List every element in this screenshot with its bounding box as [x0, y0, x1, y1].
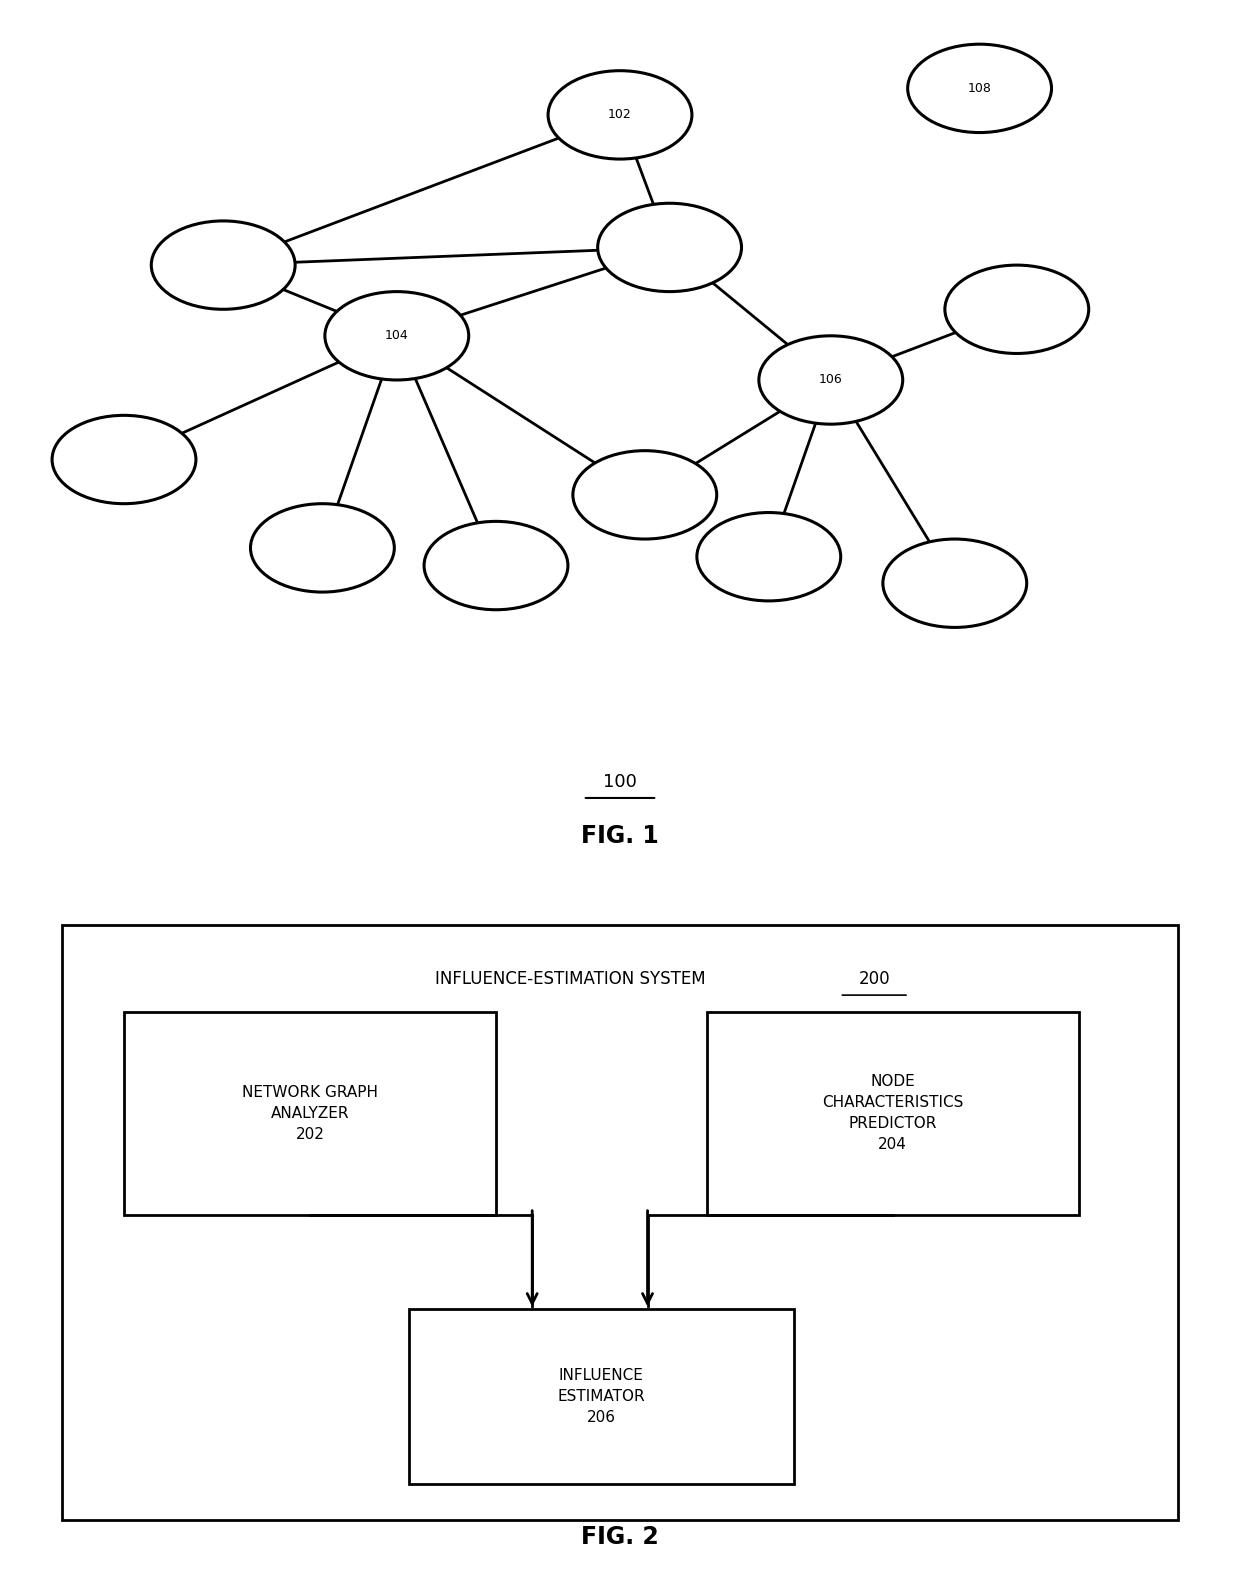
- Ellipse shape: [151, 221, 295, 309]
- Ellipse shape: [883, 540, 1027, 628]
- Text: FIG. 1: FIG. 1: [582, 824, 658, 849]
- Ellipse shape: [325, 292, 469, 380]
- Ellipse shape: [598, 204, 742, 292]
- Text: FIG. 2: FIG. 2: [582, 1524, 658, 1550]
- Text: INFLUENCE-ESTIMATION SYSTEM: INFLUENCE-ESTIMATION SYSTEM: [435, 970, 706, 988]
- Ellipse shape: [945, 265, 1089, 353]
- Ellipse shape: [759, 336, 903, 424]
- Text: 106: 106: [818, 374, 843, 387]
- Bar: [409, 1310, 794, 1483]
- Ellipse shape: [250, 503, 394, 592]
- Text: 102: 102: [608, 109, 632, 122]
- Text: 200: 200: [858, 970, 890, 988]
- Bar: [62, 925, 1178, 1520]
- Text: 108: 108: [967, 82, 992, 95]
- Text: NETWORK GRAPH
ANALYZER
202: NETWORK GRAPH ANALYZER 202: [242, 1086, 378, 1142]
- Ellipse shape: [908, 44, 1052, 133]
- Ellipse shape: [548, 71, 692, 159]
- Ellipse shape: [573, 451, 717, 540]
- Ellipse shape: [52, 415, 196, 503]
- Ellipse shape: [424, 521, 568, 609]
- Bar: [124, 1011, 496, 1215]
- Text: 104: 104: [384, 330, 409, 342]
- Text: NODE
CHARACTERISTICS
PREDICTOR
204: NODE CHARACTERISTICS PREDICTOR 204: [822, 1075, 963, 1152]
- Text: INFLUENCE
ESTIMATOR
206: INFLUENCE ESTIMATOR 206: [558, 1368, 645, 1425]
- Ellipse shape: [697, 513, 841, 601]
- Text: 100: 100: [603, 773, 637, 791]
- Bar: [707, 1011, 1079, 1215]
